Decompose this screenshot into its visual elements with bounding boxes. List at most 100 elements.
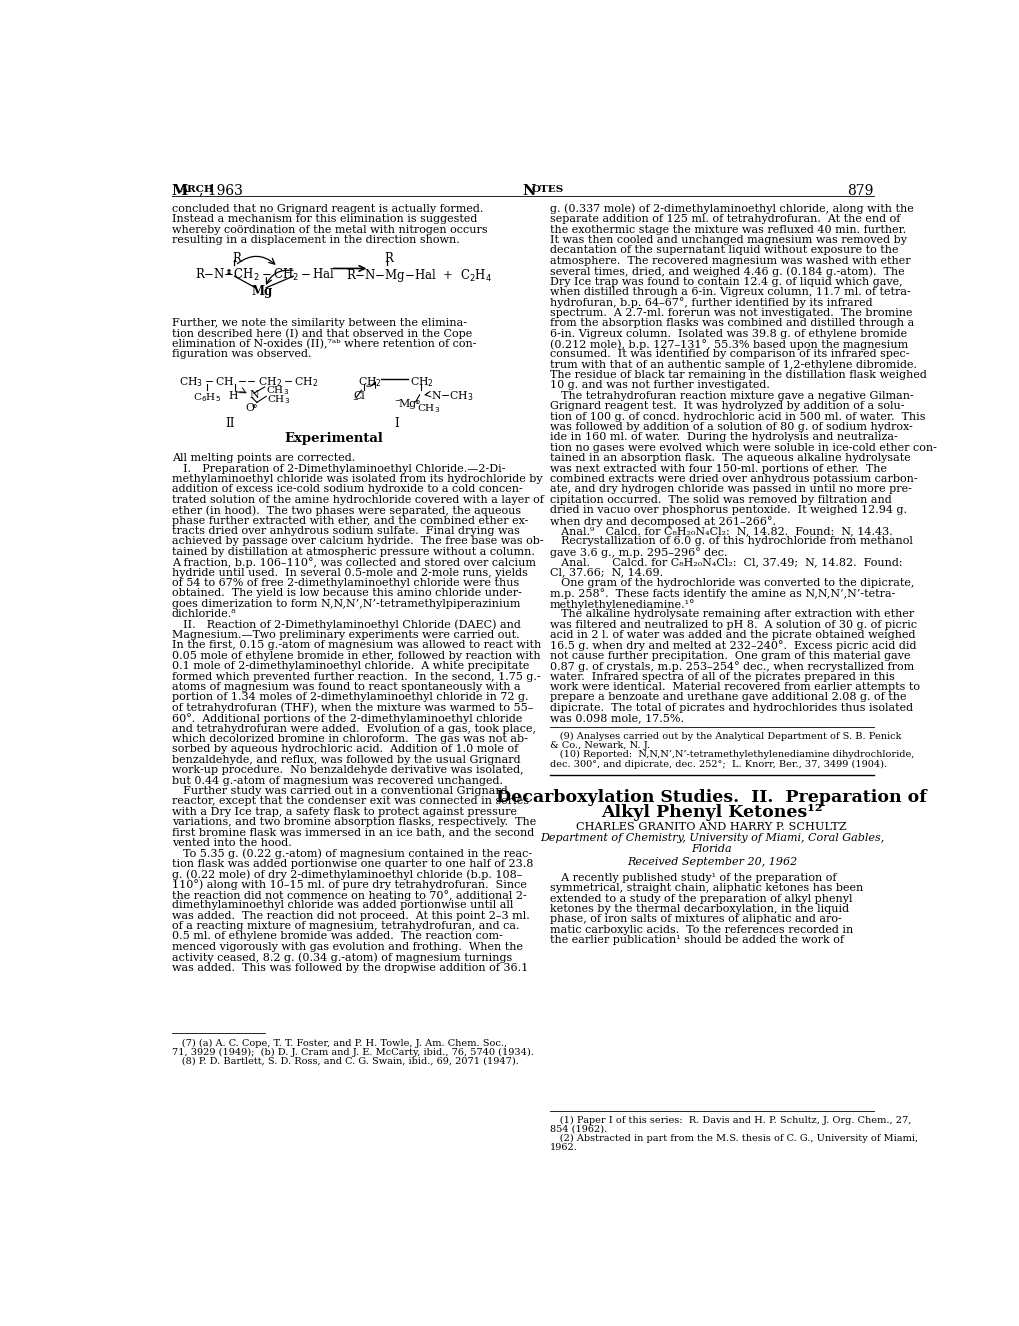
Text: atmosphere.  The recovered magnesium was washed with ether: atmosphere. The recovered magnesium was …: [549, 256, 910, 265]
Text: CHARLES GRANITO AND HARRY P. SCHULTZ: CHARLES GRANITO AND HARRY P. SCHULTZ: [576, 822, 847, 833]
Text: N: N: [522, 184, 536, 198]
Text: dec. 300°, and dipicrate, dec. 252°;  L. Knorr, Ber., 37, 3499 (1904).: dec. 300°, and dipicrate, dec. 252°; L. …: [549, 760, 887, 769]
Text: tion no gases were evolved which were soluble in ice-cold ether con-: tion no gases were evolved which were so…: [549, 443, 935, 453]
Text: The residue of black tar remaining in the distillation flask weighed: The residue of black tar remaining in th…: [549, 370, 926, 381]
Text: m.p. 258°.  These facts identify the amine as N,N,N’,N’-tetra-: m.p. 258°. These facts identify the amin…: [549, 589, 895, 599]
Text: of 54 to 67% of free 2-dimethylaminoethyl chloride were thus: of 54 to 67% of free 2-dimethylaminoethy…: [171, 578, 519, 587]
Text: 60°.  Additional portions of the 2-dimethylaminoethyl chloride: 60°. Additional portions of the 2-dimeth…: [171, 713, 522, 724]
Text: tained by distillation at atmospheric pressure without a column.: tained by distillation at atmospheric pr…: [171, 546, 534, 557]
Text: was next extracted with four 150-ml. portions of ether.  The: was next extracted with four 150-ml. por…: [549, 464, 886, 473]
Text: and tetrahydrofuran were added.  Evolution of a gas, took place,: and tetrahydrofuran were added. Evolutio…: [171, 724, 535, 733]
Text: 0.5 ml. of ethylene bromide was added.  The reaction com-: 0.5 ml. of ethylene bromide was added. T…: [171, 931, 502, 941]
Text: elimination of N-oxides (II),⁷ᵃᵇ where retention of con-: elimination of N-oxides (II),⁷ᵃᵇ where r…: [171, 339, 476, 349]
Text: Mg: Mg: [397, 399, 416, 410]
Text: whereby coördination of the metal with nitrogen occurs: whereby coördination of the metal with n…: [171, 224, 487, 235]
Text: tion flask was added portionwise one quarter to one half of 23.8: tion flask was added portionwise one qua…: [171, 859, 533, 869]
Text: (2) Abstracted in part from the M.S. thesis of C. G., University of Miami,: (2) Abstracted in part from the M.S. the…: [549, 1134, 917, 1143]
Text: when distilled through a 6-in. Vigreux column, 11.7 ml. of tetra-: when distilled through a 6-in. Vigreux c…: [549, 286, 910, 297]
Text: $^{\oplus}$: $^{\oplus}$: [414, 399, 421, 408]
Text: (1) Paper I of this series:  R. Davis and H. P. Schultz, J. Org. Chem., 27,: (1) Paper I of this series: R. Davis and…: [549, 1115, 910, 1124]
Text: $^-$: $^-$: [352, 399, 360, 407]
Text: Experimental: Experimental: [284, 432, 383, 446]
Text: (7) (a) A. C. Cope, T. T. Foster, and P. H. Towle, J. Am. Chem. Soc.,: (7) (a) A. C. Cope, T. T. Foster, and P.…: [171, 1038, 506, 1048]
Text: N$-$CH$_3$: N$-$CH$_3$: [430, 390, 473, 403]
Text: (0.212 mole), b.p. 127–131°, 55.3% based upon the magnesium: (0.212 mole), b.p. 127–131°, 55.3% based…: [549, 339, 907, 350]
Text: from the absorption flasks was combined and distilled through a: from the absorption flasks was combined …: [549, 318, 913, 328]
Text: was followed by addition of a solution of 80 g. of sodium hydrox-: was followed by addition of a solution o…: [549, 422, 912, 432]
Text: II. Reaction of 2-Dimethylaminoethyl Chloride (DAEC) and: II. Reaction of 2-Dimethylaminoethyl Chl…: [171, 619, 520, 630]
Text: 879: 879: [847, 184, 873, 198]
Text: N: N: [249, 390, 259, 400]
Text: Department of Chemistry, University of Miami, Coral Gables,: Department of Chemistry, University of M…: [539, 833, 883, 843]
Text: $^-$: $^-$: [392, 399, 400, 408]
Text: decantation of the supernatant liquid without exposure to the: decantation of the supernatant liquid wi…: [549, 245, 898, 256]
Text: Further study was carried out in a conventional Grignard: Further study was carried out in a conve…: [171, 786, 506, 796]
Text: combined extracts were dried over anhydrous potassium carbon-: combined extracts were dried over anhydr…: [549, 475, 917, 484]
Text: the exothermic stage the mixture was refluxed 40 min. further.: the exothermic stage the mixture was ref…: [549, 224, 905, 235]
Text: Received September 20, 1962: Received September 20, 1962: [626, 857, 796, 867]
Text: A fraction, b.p. 106–110°, was collected and stored over calcium: A fraction, b.p. 106–110°, was collected…: [171, 557, 535, 568]
Text: the reaction did not commence on heating to 70°, additional 2-: the reaction did not commence on heating…: [171, 890, 526, 900]
Text: Recrystallization of 6.0 g. of this hydrochloride from methanol: Recrystallization of 6.0 g. of this hydr…: [549, 537, 912, 546]
Text: R$-$N$-$CH$_2-$CH$_2-$Hal: R$-$N$-$CH$_2-$CH$_2-$Hal: [195, 267, 335, 282]
Text: dichloride.⁸: dichloride.⁸: [171, 609, 236, 619]
Text: 1962.: 1962.: [549, 1143, 577, 1152]
Text: Further, we note the similarity between the elimina-: Further, we note the similarity between …: [171, 318, 467, 328]
Text: concluded that no Grignard reagent is actually formed.: concluded that no Grignard reagent is ac…: [171, 204, 483, 213]
Text: portion of 1.34 moles of 2-dimethylaminoethyl chloride in 72 g.: portion of 1.34 moles of 2-dimethylamino…: [171, 692, 528, 703]
Text: first bromine flask was immersed in an ice bath, and the second: first bromine flask was immersed in an i…: [171, 827, 533, 838]
Text: spectrum.  A 2.7-ml. forerun was not investigated.  The bromine: spectrum. A 2.7-ml. forerun was not inve…: [549, 308, 911, 318]
Text: , 1963: , 1963: [199, 184, 243, 198]
Text: tained in an absorption flask.  The aqueous alkaline hydrolysate: tained in an absorption flask. The aqueo…: [549, 453, 910, 463]
Text: $^{\oplus}$: $^{\oplus}$: [252, 404, 258, 412]
Text: dimethylaminoethyl chloride was added portionwise until all: dimethylaminoethyl chloride was added po…: [171, 900, 513, 910]
Text: not cause further precipitation.  One gram of this material gave: not cause further precipitation. One gra…: [549, 651, 910, 660]
Text: 10 g. and was not further investigated.: 10 g. and was not further investigated.: [549, 381, 769, 390]
Text: achieved by passage over calcium hydride.  The free base was ob-: achieved by passage over calcium hydride…: [171, 537, 543, 546]
Text: Instead a mechanism for this elimination is suggested: Instead a mechanism for this elimination…: [171, 215, 477, 224]
Text: Cl: Cl: [353, 391, 365, 400]
Text: hydride until used.  In several 0.5-mole and 2-mole runs, yields: hydride until used. In several 0.5-mole …: [171, 568, 527, 578]
Text: water.  Infrared spectra of all of the picrates prepared in this: water. Infrared spectra of all of the pi…: [549, 671, 894, 682]
Text: was 0.098 mole, 17.5%.: was 0.098 mole, 17.5%.: [549, 713, 683, 723]
Text: H: H: [228, 391, 237, 400]
Text: I: I: [393, 418, 398, 430]
Text: II: II: [225, 418, 234, 430]
Text: Dry Ice trap was found to contain 12.4 g. of liquid which gave,: Dry Ice trap was found to contain 12.4 g…: [549, 277, 902, 286]
Text: ide in 160 ml. of water.  During the hydrolysis and neutraliza-: ide in 160 ml. of water. During the hydr…: [549, 432, 897, 443]
Text: Anal.  Calcd. for C₈H₂₀N₄Cl₂:  Cl, 37.49;  N, 14.82.  Found:: Anal. Calcd. for C₈H₂₀N₄Cl₂: Cl, 37.49; …: [549, 557, 902, 568]
Text: R: R: [232, 252, 240, 264]
Text: goes dimerization to form N,N,N’,N’-tetramethylpiperazinium: goes dimerization to form N,N,N’,N’-tetr…: [171, 599, 520, 609]
Text: CH$_3$: CH$_3$: [417, 402, 440, 415]
Text: CH$_3$: CH$_3$: [266, 385, 289, 396]
Text: Anal.⁹ Calcd. for C₈H₂₀N₄Cl₂:  N, 14.82.  Found:  N, 14.43.: Anal.⁹ Calcd. for C₈H₂₀N₄Cl₂: N, 14.82. …: [549, 526, 892, 536]
Text: O: O: [245, 403, 254, 414]
Text: variations, and two bromine absorption flasks, respectively.  The: variations, and two bromine absorption f…: [171, 817, 535, 827]
Text: addition of excess ice-cold sodium hydroxide to a cold concen-: addition of excess ice-cold sodium hydro…: [171, 484, 522, 495]
Text: figuration was observed.: figuration was observed.: [171, 349, 311, 359]
Text: M: M: [171, 184, 187, 198]
Text: Florida: Florida: [691, 843, 732, 854]
Text: R$-$N$-$Mg$-$Hal  +  C$_2$H$_4$: R$-$N$-$Mg$-$Hal + C$_2$H$_4$: [345, 267, 491, 284]
Text: & Co., Newark, N. J.: & Co., Newark, N. J.: [549, 741, 649, 751]
Text: separate addition of 125 ml. of tetrahydrofuran.  At the end of: separate addition of 125 ml. of tetrahyd…: [549, 215, 900, 224]
Text: when dry and decomposed at 261–266°.: when dry and decomposed at 261–266°.: [549, 516, 775, 526]
Text: tion of 100 g. of concd. hydrochloric acid in 500 ml. of water.  This: tion of 100 g. of concd. hydrochloric ac…: [549, 411, 924, 422]
Text: tracts dried over anhydrous sodium sulfate.  Final drying was: tracts dried over anhydrous sodium sulfa…: [171, 526, 519, 536]
Text: several times, dried, and weighed 4.46 g. (0.184 g.-atom).  The: several times, dried, and weighed 4.46 g…: [549, 267, 904, 277]
Text: reactor, except that the condenser exit was connected in series: reactor, except that the condenser exit …: [171, 797, 528, 806]
Text: All melting points are corrected.: All melting points are corrected.: [171, 453, 355, 463]
Text: was filtered and neutralized to pH 8.  A solution of 30 g. of picric: was filtered and neutralized to pH 8. A …: [549, 619, 916, 630]
Text: 854 (1962).: 854 (1962).: [549, 1124, 606, 1134]
Text: CH$_2$: CH$_2$: [410, 375, 433, 389]
Text: In the first, 0.15 g.-atom of magnesium was allowed to react with: In the first, 0.15 g.-atom of magnesium …: [171, 640, 540, 650]
Text: To 5.35 g. (0.22 g.-atom) of magnesium contained in the reac-: To 5.35 g. (0.22 g.-atom) of magnesium c…: [171, 849, 531, 859]
Text: ketones by the thermal decarboxylation, in the liquid: ketones by the thermal decarboxylation, …: [549, 904, 848, 914]
Text: obtained.  The yield is low because this amino chloride under-: obtained. The yield is low because this …: [171, 589, 521, 598]
Text: CH$_2$: CH$_2$: [358, 375, 381, 389]
Text: I. Preparation of 2-Dimethylaminoethyl Chloride.—2-Di-: I. Preparation of 2-Dimethylaminoethyl C…: [171, 464, 504, 473]
Text: resulting in a displacement in the direction shown.: resulting in a displacement in the direc…: [171, 235, 459, 245]
Text: consumed.  It was identified by comparison of its infrared spec-: consumed. It was identified by compariso…: [549, 349, 909, 359]
Text: tion described here (I) and that observed in the Cope: tion described here (I) and that observe…: [171, 329, 472, 339]
Text: vented into the hood.: vented into the hood.: [171, 838, 291, 847]
